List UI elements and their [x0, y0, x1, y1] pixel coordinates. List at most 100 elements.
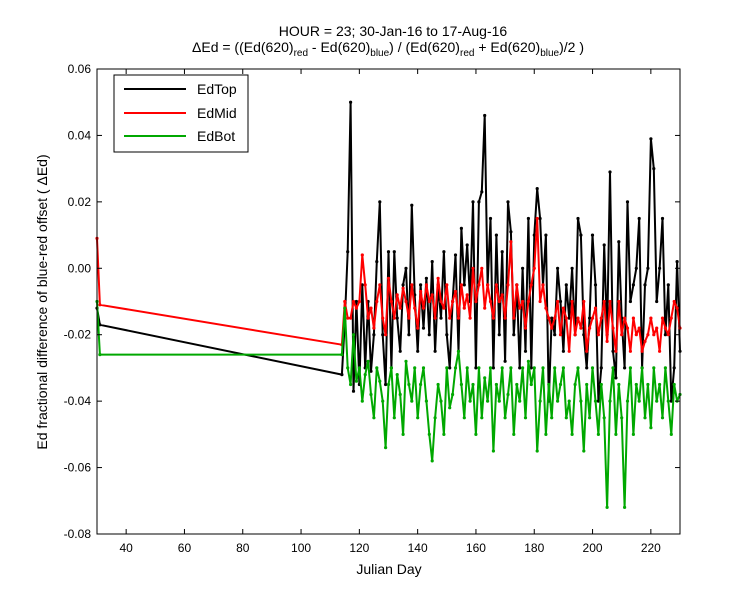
data-point-edtop	[462, 283, 466, 287]
data-point-edmid	[515, 283, 519, 287]
data-point-edtop	[506, 200, 510, 204]
data-point-edmid	[459, 283, 463, 287]
data-point-edbot	[553, 366, 557, 370]
data-point-edtop	[500, 250, 504, 254]
title2-suffix: )/2 )	[559, 39, 584, 55]
data-point-edmid	[419, 289, 423, 294]
data-point-edtop	[340, 373, 344, 377]
data-point-edmid	[480, 266, 484, 270]
data-point-edtop	[599, 366, 603, 370]
data-point-edtop	[491, 366, 495, 370]
data-point-edbot	[369, 392, 373, 397]
title2-prefix: ΔEd = ((Ed(620)	[192, 39, 294, 55]
data-point-edmid	[98, 303, 102, 307]
data-point-edmid	[407, 316, 411, 320]
data-point-edmid	[401, 286, 405, 290]
data-point-edtop	[421, 326, 426, 330]
data-point-edbot	[599, 382, 603, 387]
data-point-edbot	[357, 366, 361, 370]
data-point-edmid	[518, 306, 522, 310]
x-tick-label: 140	[408, 541, 428, 555]
data-point-edmid	[375, 299, 379, 304]
data-point-edbot	[372, 416, 376, 420]
data-point-edbot	[451, 392, 455, 397]
data-point-edbot	[346, 366, 350, 370]
data-point-edbot	[98, 353, 102, 357]
data-point-edbot	[430, 459, 434, 463]
data-point-edbot	[576, 366, 580, 370]
data-point-edtop	[535, 187, 539, 191]
data-point-edbot	[424, 399, 428, 403]
data-point-edmid	[372, 326, 376, 330]
data-point-edbot	[433, 416, 437, 420]
data-point-edbot	[593, 399, 598, 403]
data-point-edmid	[357, 299, 361, 304]
y-tick-label: -0.08	[64, 527, 92, 541]
data-point-edtop	[602, 243, 606, 247]
data-point-edtop	[384, 382, 388, 387]
y-tick-label: 0.00	[68, 261, 92, 275]
data-point-edmid	[494, 283, 498, 287]
data-point-edbot	[666, 399, 670, 403]
series-line-edbot	[96, 301, 681, 509]
data-point-edtop	[416, 349, 420, 353]
data-point-edbot	[558, 382, 563, 387]
data-point-edtop	[509, 230, 513, 234]
data-point-edmid	[500, 293, 504, 297]
data-point-edbot	[570, 432, 574, 436]
data-point-edbot	[349, 382, 353, 387]
data-point-edmid	[433, 316, 437, 320]
data-point-edbot	[360, 399, 364, 403]
data-point-edmid	[395, 293, 399, 297]
y-axis-label: Ed fractional difference of blue-red off…	[34, 154, 50, 449]
data-point-edmid	[608, 299, 612, 304]
y-tick-label: -0.02	[64, 328, 92, 342]
data-point-edtop	[649, 137, 653, 141]
data-point-edbot	[652, 366, 656, 370]
data-point-edbot	[407, 382, 411, 387]
data-point-edmid	[421, 306, 426, 310]
x-tick-label: 80	[236, 541, 250, 555]
data-point-edtop	[474, 366, 478, 370]
data-point-edmid	[404, 299, 408, 304]
data-point-edtop	[582, 333, 586, 337]
data-point-edbot	[602, 416, 606, 420]
data-point-edbot	[384, 446, 388, 450]
data-point-edmid	[658, 349, 662, 353]
data-point-edtop	[646, 266, 650, 270]
data-point-edmid	[538, 299, 542, 304]
data-point-edmid	[497, 299, 501, 304]
data-point-edtop	[672, 366, 676, 370]
data-point-edbot	[660, 416, 665, 420]
data-point-edbot	[474, 432, 478, 436]
y-tick-label: -0.06	[64, 461, 92, 475]
data-point-edbot	[544, 432, 548, 436]
data-point-edmid	[445, 283, 449, 287]
data-point-edbot	[521, 366, 525, 370]
data-point-edtop	[576, 216, 580, 221]
data-point-edtop	[617, 240, 621, 244]
data-point-edbot	[416, 416, 420, 420]
data-point-edmid	[451, 299, 455, 304]
data-point-edbot	[459, 382, 463, 387]
data-point-edtop	[483, 113, 487, 118]
data-point-edmid	[384, 333, 388, 337]
data-point-edbot	[526, 359, 531, 363]
data-point-edtop	[585, 366, 589, 370]
data-point-edbot	[625, 399, 630, 403]
data-point-edbot	[643, 416, 647, 420]
x-tick-label: 100	[291, 541, 311, 555]
data-point-edmid	[363, 283, 367, 287]
data-point-edmid	[512, 316, 516, 320]
data-point-edmid	[346, 316, 350, 320]
x-tick-label: 180	[524, 541, 544, 555]
data-point-edmid	[617, 299, 621, 304]
data-point-edbot	[477, 366, 481, 370]
legend-label-edtop: EdTop	[197, 81, 237, 97]
data-point-edbot	[582, 449, 586, 453]
data-point-edmid	[369, 306, 373, 310]
data-point-edmid	[477, 283, 481, 287]
data-point-edtop	[567, 316, 571, 320]
data-point-edmid	[488, 299, 493, 304]
data-point-edtop	[631, 283, 636, 287]
